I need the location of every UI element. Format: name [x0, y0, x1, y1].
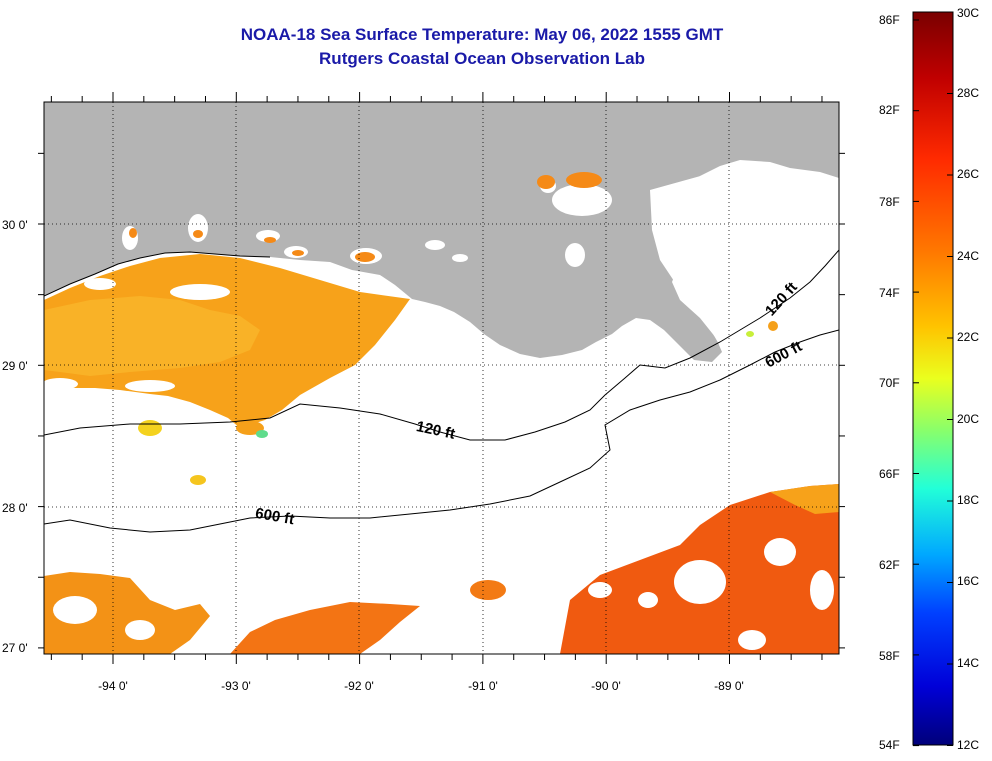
axis-ticks: [38, 92, 845, 664]
sst-shelf-amber-patches: [44, 296, 260, 376]
colorbar-f-label: 70F: [879, 376, 900, 390]
sst-south-east-gaps: [588, 538, 834, 650]
colorbar-f-label: 54F: [879, 738, 900, 752]
map-subtitle: Rutgers Coastal Ocean Observation Lab: [319, 49, 645, 68]
colorbar-c-label: 14C: [957, 656, 980, 670]
colorbar-f-label: 62F: [879, 558, 900, 572]
sst-shelf-cloud-gaps: [44, 278, 230, 392]
colorbar-f-label: 82F: [879, 103, 900, 117]
map-title: NOAA-18 Sea Surface Temperature: May 06,…: [240, 25, 724, 44]
colorbar-f-label: 86F: [879, 13, 900, 27]
colorbar-c-label: 26C: [957, 167, 980, 181]
colorbar-c-label: 20C: [957, 412, 980, 426]
sst-south-west-gaps: [53, 596, 155, 640]
coastline: [44, 251, 271, 297]
sst-south-central-region: [230, 602, 420, 654]
land-mass: [44, 102, 839, 362]
sst-small-patches: [129, 172, 778, 600]
colorbar-f-label: 66F: [879, 467, 900, 481]
lon-label: -92 0': [344, 679, 374, 693]
colorbar-c-label: 12C: [957, 738, 980, 752]
colorbar-c-label: 24C: [957, 249, 980, 263]
contour-120ft-shelf: [44, 249, 839, 441]
lon-label: -89 0': [714, 679, 744, 693]
lat-label: 29 0': [2, 359, 28, 373]
lat-label: 27 0': [2, 641, 28, 655]
colorbar-c-label: 30C: [957, 6, 980, 20]
colorbar-ticks: [913, 11, 953, 747]
colorbar: [912, 11, 954, 746]
lon-label: -94 0': [98, 679, 128, 693]
colorbar-c-label: 16C: [957, 574, 980, 588]
colorbar-f-label: 58F: [879, 649, 900, 663]
sst-south-west-region: [44, 572, 210, 654]
lon-label: -93 0': [221, 679, 251, 693]
lat-label: 30 0': [2, 218, 28, 232]
map-frame: [43, 101, 840, 655]
sst-cooler-edge: [770, 484, 839, 514]
colorbar-c-label: 22C: [957, 330, 980, 344]
colorbar-c-label: 18C: [957, 493, 980, 507]
colorbar-c-label: 28C: [957, 86, 980, 100]
lon-label: -90 0': [591, 679, 621, 693]
lat-label: 28 0': [2, 501, 28, 515]
colorbar-f-label: 78F: [879, 195, 900, 209]
colorbar-f-label: 74F: [879, 286, 900, 300]
lon-label: -91 0': [468, 679, 498, 693]
coastal-bays: [122, 165, 839, 346]
graticule: [44, 102, 839, 654]
contour-600ft-slope: [44, 329, 839, 533]
contour-label-600ft-slope: 600 ft: [254, 505, 296, 529]
